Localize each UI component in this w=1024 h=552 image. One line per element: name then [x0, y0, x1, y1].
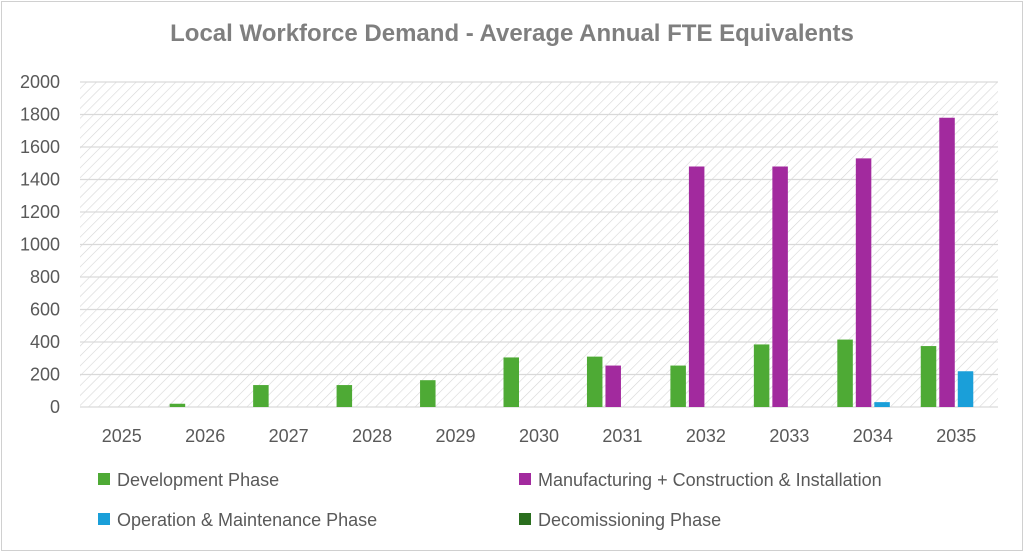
- legend-label: Decomissioning Phase: [538, 510, 721, 530]
- y-tick-label: 1800: [20, 105, 60, 125]
- bar: [837, 339, 853, 407]
- y-tick-label: 400: [30, 332, 60, 352]
- bar: [874, 402, 890, 407]
- y-tick-label: 0: [50, 397, 60, 417]
- x-tick-label: 2025: [102, 426, 142, 446]
- y-tick-label: 800: [30, 267, 60, 287]
- bar: [420, 380, 436, 407]
- bar: [586, 356, 603, 407]
- legend-label: Development Phase: [117, 470, 279, 490]
- x-tick-label: 2033: [769, 426, 809, 446]
- chart-title: Local Workforce Demand - Average Annual …: [170, 20, 854, 47]
- legend-swatch: [98, 513, 110, 525]
- x-tick-label: 2034: [853, 426, 893, 446]
- x-tick-label: 2030: [519, 426, 559, 446]
- bar: [670, 365, 686, 407]
- y-tick-label: 1000: [20, 235, 60, 255]
- legend-swatch: [98, 473, 110, 485]
- legend-label: Manufacturing + Construction & Installat…: [538, 470, 882, 490]
- bar: [920, 346, 937, 407]
- legend-swatch: [519, 513, 531, 525]
- y-tick-label: 1400: [20, 170, 60, 190]
- y-tick-label: 600: [30, 300, 60, 320]
- y-tick-label: 200: [30, 365, 60, 385]
- bar: [169, 403, 186, 407]
- bar: [503, 357, 519, 407]
- bar: [688, 166, 705, 407]
- x-tick-label: 2029: [436, 426, 476, 446]
- bar: [753, 344, 770, 407]
- x-tick-label: 2032: [686, 426, 726, 446]
- bar: [772, 166, 788, 407]
- bar: [605, 365, 621, 407]
- x-tick-label: 2035: [936, 426, 976, 446]
- y-tick-label: 1600: [20, 137, 60, 157]
- x-tick-label: 2026: [185, 426, 225, 446]
- bar: [336, 385, 353, 407]
- x-tick-label: 2027: [269, 426, 309, 446]
- bar: [253, 385, 269, 407]
- y-tick-label: 2000: [20, 72, 60, 92]
- bar: [957, 371, 974, 407]
- bar: [855, 158, 872, 407]
- legend-swatch: [519, 473, 531, 485]
- y-tick-label: 1200: [20, 202, 60, 222]
- x-tick-label: 2031: [602, 426, 642, 446]
- bar: [939, 117, 955, 407]
- x-tick-label: 2028: [352, 426, 392, 446]
- legend-label: Operation & Maintenance Phase: [117, 510, 377, 530]
